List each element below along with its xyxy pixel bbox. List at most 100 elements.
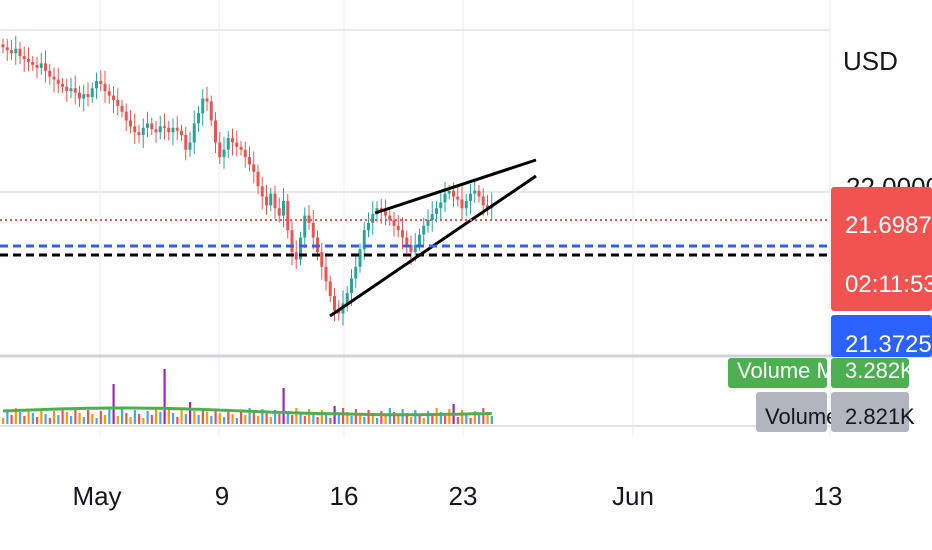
- volume-bar: [129, 417, 132, 424]
- candle-body: [426, 219, 430, 226]
- candle-body: [124, 111, 128, 121]
- volume-bar: [19, 412, 22, 424]
- volume-legend-label-bg: [756, 392, 827, 432]
- volume-bar: [269, 417, 272, 424]
- candle-body: [273, 193, 277, 209]
- volume-bar: [150, 415, 153, 424]
- volume-bar: [435, 408, 438, 424]
- candle-body: [481, 196, 485, 206]
- candle-body: [456, 196, 460, 200]
- volume-bar: [57, 415, 60, 424]
- candle-body: [430, 214, 434, 220]
- candle-body: [107, 91, 111, 96]
- volume-ma-legend-value: 3.282K: [845, 358, 915, 383]
- candle-body: [18, 48, 22, 57]
- candle-body: [69, 88, 73, 92]
- candle-body: [184, 135, 188, 150]
- candle-body: [163, 126, 166, 128]
- volume-bar: [112, 384, 115, 424]
- volume-bar: [376, 418, 379, 424]
- volume-bar: [125, 413, 128, 424]
- candle-body: [320, 252, 324, 267]
- volume-bar: [172, 413, 175, 424]
- candle-body: [180, 130, 183, 136]
- candle-body: [120, 105, 124, 112]
- candle-body: [452, 190, 455, 197]
- candle-body: [39, 63, 43, 68]
- x-tick-label: 13: [814, 481, 843, 511]
- wedge-upper-line[interactable]: [374, 158, 537, 215]
- candle-body: [48, 70, 52, 77]
- candle-body: [35, 64, 39, 68]
- volume-bar: [10, 415, 13, 424]
- volume-bar: [393, 412, 396, 424]
- volume-bar: [235, 418, 238, 424]
- candle-body: [354, 266, 358, 279]
- volume-bar: [65, 412, 68, 424]
- volume-bar: [274, 410, 277, 424]
- candle-body: [14, 48, 18, 54]
- volume-bar: [82, 417, 85, 424]
- candle-body: [44, 63, 47, 71]
- candle-body: [231, 138, 234, 143]
- candle-body: [192, 123, 196, 143]
- volume-bar: [490, 416, 493, 424]
- candle-body: [362, 230, 366, 250]
- x-tick-label: May: [72, 481, 121, 511]
- volume-bar: [473, 411, 476, 424]
- candle-body: [477, 190, 481, 197]
- line-price-value: 21.37259: [845, 331, 932, 358]
- candle-body: [116, 99, 120, 106]
- volume-bar: [244, 415, 247, 424]
- volume-bar: [418, 414, 421, 424]
- volume-bar: [431, 415, 434, 424]
- volume-bar: [14, 408, 17, 424]
- candle-body: [73, 88, 77, 93]
- countdown-value: 02:11:53: [845, 271, 932, 298]
- candle-body: [146, 123, 149, 128]
- volume-bar: [461, 410, 464, 424]
- candle-body: [248, 157, 251, 165]
- x-tick-label: 23: [449, 481, 478, 511]
- candle-body: [31, 61, 35, 65]
- candle-body: [99, 80, 103, 84]
- volume-bars: [2, 369, 493, 424]
- candle-body: [447, 190, 451, 194]
- candle-body: [396, 225, 400, 231]
- candle-body: [269, 193, 273, 206]
- volume-bar: [384, 415, 387, 424]
- volume-bar: [214, 409, 217, 424]
- candle-body: [345, 293, 349, 304]
- volume-bar: [350, 416, 353, 424]
- volume-bar: [444, 416, 447, 424]
- volume-legend-value: 2.821K: [845, 404, 915, 429]
- candle-body: [256, 171, 260, 187]
- candle-body: [243, 149, 247, 158]
- candle-body: [175, 127, 179, 131]
- volume-bar: [167, 409, 170, 424]
- volume-legend-label: Volume: [765, 404, 838, 429]
- volume-bar: [261, 409, 264, 424]
- candle-body: [197, 113, 200, 124]
- x-tick-label: 16: [330, 481, 359, 511]
- candle-body: [133, 126, 137, 133]
- candle-body: [95, 80, 98, 89]
- volume-bar: [95, 418, 98, 424]
- line-price-badge: [831, 315, 932, 357]
- candle-body: [158, 126, 162, 133]
- volume-bar: [36, 417, 39, 424]
- candle-body: [90, 88, 94, 98]
- volume-bar: [380, 411, 383, 424]
- volume-bar: [456, 417, 459, 424]
- candle-body: [443, 193, 447, 203]
- wedge-trendlines: [329, 158, 537, 318]
- volume-bar: [197, 415, 200, 424]
- volume-bar: [74, 409, 77, 424]
- volume-bar: [320, 410, 323, 424]
- candle-body: [226, 138, 230, 150]
- candle-body: [392, 219, 396, 226]
- volume-bar: [201, 408, 204, 424]
- candle-body: [154, 129, 158, 133]
